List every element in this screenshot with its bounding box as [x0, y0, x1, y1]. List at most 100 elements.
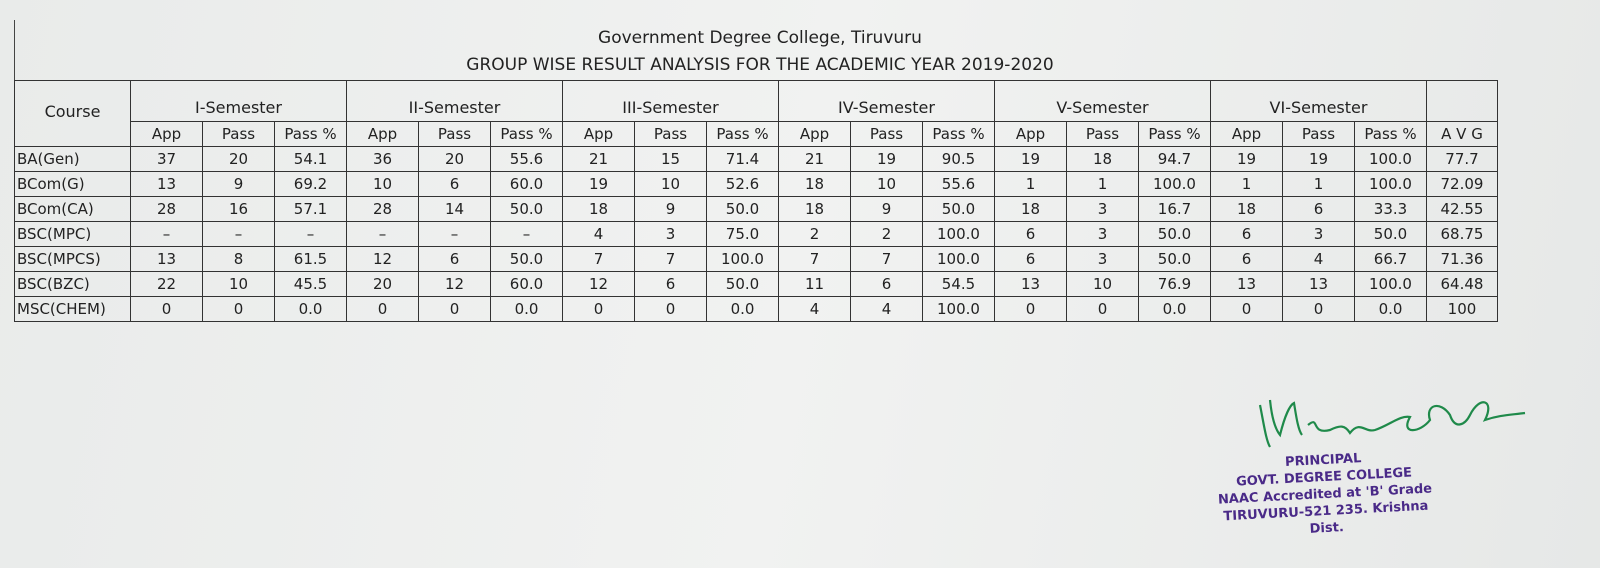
cell: 21 [562, 146, 635, 172]
sub-header: Pass % [922, 121, 995, 147]
cell: 54.5 [922, 271, 995, 297]
sub-header: Pass % [1354, 121, 1427, 147]
cell: 0 [202, 296, 275, 322]
cell: 20 [418, 146, 491, 172]
cell: 90.5 [922, 146, 995, 172]
cell: 1 [1282, 171, 1355, 197]
cell: 9 [634, 196, 707, 222]
cell: 50.0 [706, 196, 779, 222]
cell: 75.0 [706, 221, 779, 247]
cell: – [418, 221, 491, 247]
cell: 4 [1282, 246, 1355, 272]
cell: 100 [1426, 296, 1498, 322]
sub-header: App [346, 121, 419, 147]
sub-header: Pass [418, 121, 491, 147]
cell: 10 [202, 271, 275, 297]
cell: 10 [850, 171, 923, 197]
cell: 6 [418, 171, 491, 197]
cell: 71.36 [1426, 246, 1498, 272]
title: Government Degree College, Tiruvuru [598, 28, 922, 48]
data-row: BSC(MPC) – – – – – –4 3 75.0 2 2 100.0 6 3 50.0 6 3 50.0 6… [14, 221, 1498, 247]
cell: 3 [1066, 246, 1139, 272]
semester-header: III-Semester [562, 80, 779, 122]
cell: 55.6 [490, 146, 563, 172]
cell: 69.2 [274, 171, 347, 197]
cell: 50.0 [1138, 246, 1211, 272]
sub-header: Pass % [706, 121, 779, 147]
cell: 7 [634, 246, 707, 272]
cell: 6 [994, 221, 1067, 247]
course-name: BSC(MPCS) [14, 246, 131, 272]
cell: 10 [634, 171, 707, 197]
cell: 6 [850, 271, 923, 297]
cell: 4 [850, 296, 923, 322]
cell: 6 [418, 246, 491, 272]
cell: 77.7 [1426, 146, 1498, 172]
sub-header: App [994, 121, 1067, 147]
data-row: BA(Gen) 37 20 54.1 36 20 55.6 21 15 71.4 21 19 90.5 1… [14, 146, 1498, 172]
stamp: PRINCIPAL GOVT. DEGREE COLLEGE NAAC Accred… [1203, 446, 1447, 543]
cell: 7 [778, 246, 851, 272]
sub-header: App [562, 121, 635, 147]
cell: 61.5 [274, 246, 347, 272]
cell: 12 [346, 246, 419, 272]
border [14, 20, 15, 80]
cell: 0 [130, 296, 203, 322]
cell: 19 [1282, 146, 1355, 172]
cell: 0.0 [1138, 296, 1211, 322]
cell: 37 [130, 146, 203, 172]
cell: 21 [778, 146, 851, 172]
cell: 50.0 [922, 196, 995, 222]
cell: 18 [1210, 196, 1283, 222]
course-header: Course [14, 80, 131, 147]
cell: 7 [850, 246, 923, 272]
cell: 50.0 [1354, 221, 1427, 247]
cell: 0 [418, 296, 491, 322]
cell: 50.0 [490, 196, 563, 222]
cell: 8 [202, 246, 275, 272]
cell: 100.0 [1354, 171, 1427, 197]
cell: 52.6 [706, 171, 779, 197]
cell: 18 [778, 171, 851, 197]
cell: 54.1 [274, 146, 347, 172]
cell: 12 [418, 271, 491, 297]
cell: – [490, 221, 563, 247]
cell: 28 [130, 196, 203, 222]
data-row: BCom(G) 13 9 69.2 10 6 60.0 19 10 52.6 18 10 55.6 1 1 1… [14, 171, 1498, 197]
cell: 0 [634, 296, 707, 322]
cell: 45.5 [274, 271, 347, 297]
semester-header: I-Semester [130, 80, 347, 122]
cell: 3 [634, 221, 707, 247]
semester-header: IV-Semester [778, 80, 995, 122]
cell: 60.0 [490, 171, 563, 197]
cell: 15 [634, 146, 707, 172]
cell: 60.0 [490, 271, 563, 297]
cell: 18 [1066, 146, 1139, 172]
cell: 36 [346, 146, 419, 172]
cell: 33.3 [1354, 196, 1427, 222]
header-row: Course I-Semester II-Semester III-Semester I… [14, 80, 1498, 147]
sub-header: Pass [202, 121, 275, 147]
cell: 2 [850, 221, 923, 247]
cell: 0.0 [490, 296, 563, 322]
sub-header: Pass % [274, 121, 347, 147]
sub-header: Pass [1282, 121, 1355, 147]
cell: 6 [634, 271, 707, 297]
cell: 1 [1066, 171, 1139, 197]
semester-header: II-Semester [346, 80, 563, 122]
course-name: BA(Gen) [14, 146, 131, 172]
cell: – [202, 221, 275, 247]
cell: 68.75 [1426, 221, 1498, 247]
cell: 13 [1282, 271, 1355, 297]
data-row: MSC(CHEM) 0 0 0.0 0 0 0.0 0 0 0.0 4 4 100.0 0 0 0.0 0 0 0.… [14, 296, 1498, 322]
sub-header: A V G [1426, 121, 1498, 147]
result-table: Course I-Semester II-Semester III-Semester I… [14, 80, 1498, 322]
course-name: MSC(CHEM) [14, 296, 131, 322]
cell: 0 [1066, 296, 1139, 322]
cell: 100.0 [1354, 146, 1427, 172]
cell: 19 [850, 146, 923, 172]
sub-header: Pass [850, 121, 923, 147]
cell: 14 [418, 196, 491, 222]
data-row: BSC(BZC) 22 10 45.5 20 12 60.0 12 6 50.0 11 6 54.5 13… [14, 271, 1498, 297]
